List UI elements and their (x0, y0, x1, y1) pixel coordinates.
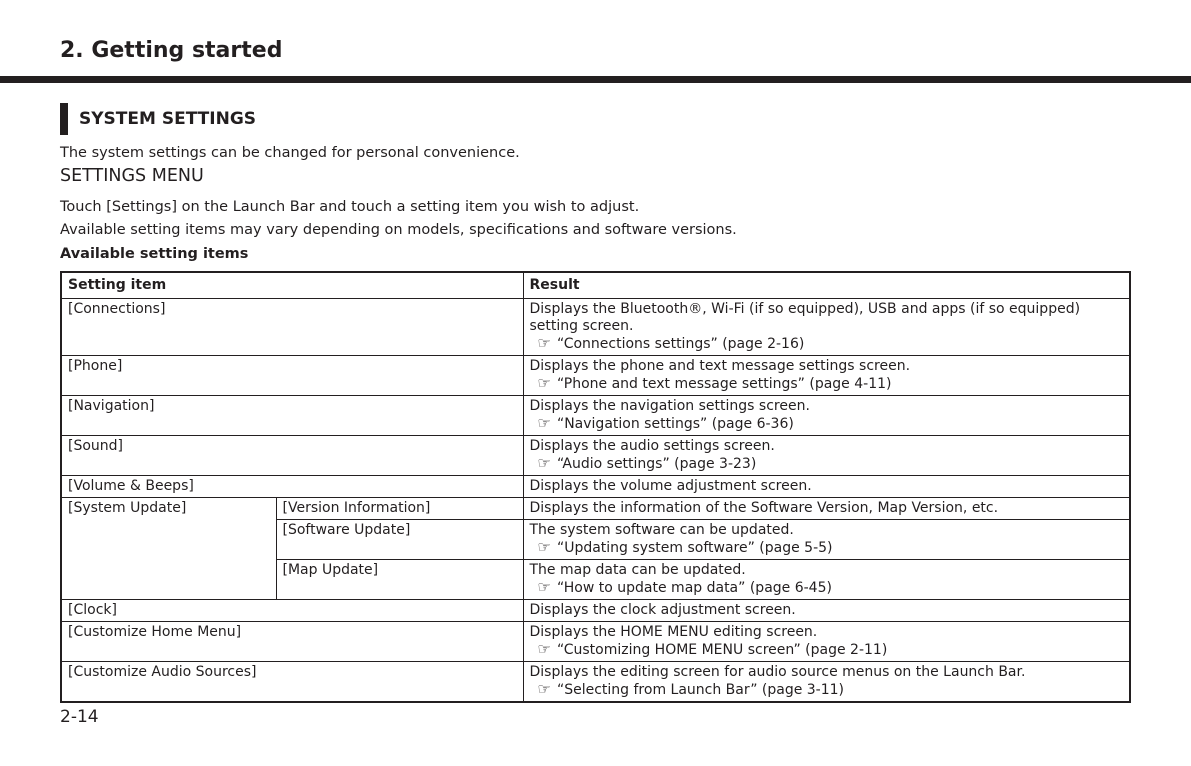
setting-subitem: [Software Update] (275, 519, 524, 560)
result-cell: Displays the phone and text message sett… (522, 355, 1131, 396)
table-row: [Customize Audio Sources] Displays the ed… (60, 661, 1131, 703)
result-cell: The map data can be updated. ☞ “How to upd… (522, 559, 1131, 600)
page-reference: ☞ “Phone and text message settings” (page… (530, 375, 1124, 393)
setting-subitem: [Version Information] (275, 497, 524, 520)
setting-item: [Phone] (60, 355, 524, 396)
table-row: [System Update] [Version Information] Disp… (60, 497, 1131, 600)
table-row: [Connections] Displays the Bluetooth®, Wi… (60, 298, 1131, 356)
section-bar (60, 103, 68, 135)
page-reference: ☞ “Navigation settings” (page 6-36) (530, 415, 1124, 433)
result-text: Displays the Bluetooth®, Wi-Fi (if so eq… (529, 301, 1081, 334)
result-cell: Displays the clock adjustment screen. (522, 599, 1131, 622)
result-text: Displays the information of the Software… (529, 500, 999, 516)
pointing-hand-icon: ☞ (537, 374, 551, 392)
reference-link: “Phone and text message settings” (page … (556, 376, 892, 392)
result-cell: Displays the audio settings screen. ☞ “Aud… (522, 435, 1131, 476)
result-text: Displays the navigation settings screen. (529, 398, 810, 414)
page-reference: ☞ “How to update map data” (page 6-45) (530, 579, 1124, 597)
setting-item: [Customize Home Menu] (60, 621, 524, 662)
section-heading: SYSTEM SETTINGS (60, 103, 256, 135)
result-text: Displays the editing screen for audio so… (529, 664, 1026, 680)
page-reference: ☞ “Connections settings” (page 2-16) (530, 335, 1124, 353)
result-cell: Displays the Bluetooth®, Wi-Fi (if so eq… (522, 298, 1131, 356)
reference-link: “Selecting from Launch Bar” (page 3-11) (556, 682, 845, 698)
chapter-title: 2. Getting started (60, 38, 283, 63)
header-result: Result (522, 271, 1131, 299)
table-row: [Customize Home Menu] Displays the HOME M… (60, 621, 1131, 662)
header-setting-item: Setting item (60, 271, 524, 299)
result-cell: The system software can be updated. ☞ “Upd… (522, 519, 1131, 560)
reference-link: “Navigation settings” (page 6-36) (556, 416, 794, 432)
table-row: [Volume & Beeps] Displays the volume adju… (60, 475, 1131, 498)
table-row: [Phone] Displays the phone and text messa… (60, 355, 1131, 396)
pointing-hand-icon: ☞ (537, 640, 551, 658)
pointing-hand-icon: ☞ (537, 454, 551, 472)
setting-item: [System Update] (60, 497, 277, 600)
header-rule (0, 76, 1191, 83)
pointing-hand-icon: ☞ (537, 680, 551, 698)
setting-item: [Clock] (60, 599, 524, 622)
table-row: [Sound] Displays the audio settings scree… (60, 435, 1131, 476)
table-row: [Software Update] The system software can… (61, 519, 1131, 560)
setting-item: [Volume & Beeps] (60, 475, 524, 498)
result-text: Displays the HOME MENU editing screen. (529, 624, 818, 640)
result-text: The map data can be updated. (529, 562, 746, 578)
intro-text: The system settings can be changed for p… (60, 145, 520, 161)
result-cell: Displays the HOME MENU editing screen. ☞ “… (522, 621, 1131, 662)
pointing-hand-icon: ☞ (537, 414, 551, 432)
table-row: [Map Update] The map data can be updated.… (61, 559, 1131, 600)
result-text: Displays the phone and text message sett… (529, 358, 911, 374)
page-reference: ☞ “Selecting from Launch Bar” (page 3-11) (530, 681, 1124, 699)
page-reference: ☞ “Customizing HOME MENU screen” (page 2-… (530, 641, 1124, 659)
setting-item: [Sound] (60, 435, 524, 476)
reference-link: “Updating system software” (page 5-5) (556, 540, 833, 556)
table-title: Available setting items (60, 246, 249, 262)
reference-link: “Customizing HOME MENU screen” (page 2-1… (556, 642, 888, 658)
subheading: SETTINGS MENU (60, 166, 204, 186)
result-text: Displays the audio settings screen. (529, 438, 775, 454)
table-row: [Clock] Displays the clock adjustment scr… (60, 599, 1131, 622)
setting-subitem: [Map Update] (275, 559, 524, 600)
paragraph: Available setting items may vary dependi… (60, 222, 737, 238)
page-reference: ☞ “Audio settings” (page 3-23) (530, 455, 1124, 473)
reference-link: “Connections settings” (page 2-16) (556, 336, 805, 352)
result-cell: Displays the information of the Software… (522, 497, 1131, 520)
setting-item: [Customize Audio Sources] (60, 661, 524, 703)
result-cell: Displays the navigation settings screen.… (522, 395, 1131, 436)
result-cell: Displays the volume adjustment screen. (522, 475, 1131, 498)
reference-link: “How to update map data” (page 6-45) (556, 580, 832, 596)
result-text: The system software can be updated. (529, 522, 794, 538)
pointing-hand-icon: ☞ (537, 538, 551, 556)
page-reference: ☞ “Updating system software” (page 5-5) (530, 539, 1124, 557)
reference-link: “Audio settings” (page 3-23) (556, 456, 757, 472)
setting-item: [Connections] (60, 298, 524, 356)
pointing-hand-icon: ☞ (537, 334, 551, 352)
result-text: Displays the clock adjustment screen. (529, 602, 796, 618)
settings-table: Setting item Result [Connections] Display… (60, 271, 1131, 703)
result-text: Displays the volume adjustment screen. (529, 478, 812, 494)
table-row: [Navigation] Displays the navigation sett… (60, 395, 1131, 436)
pointing-hand-icon: ☞ (537, 578, 551, 596)
paragraph: Touch [Settings] on the Launch Bar and t… (60, 199, 640, 215)
section-title: SYSTEM SETTINGS (79, 109, 257, 129)
result-cell: Displays the editing screen for audio so… (522, 661, 1131, 703)
page-number: 2-14 (60, 707, 99, 727)
setting-item: [Navigation] (60, 395, 524, 436)
